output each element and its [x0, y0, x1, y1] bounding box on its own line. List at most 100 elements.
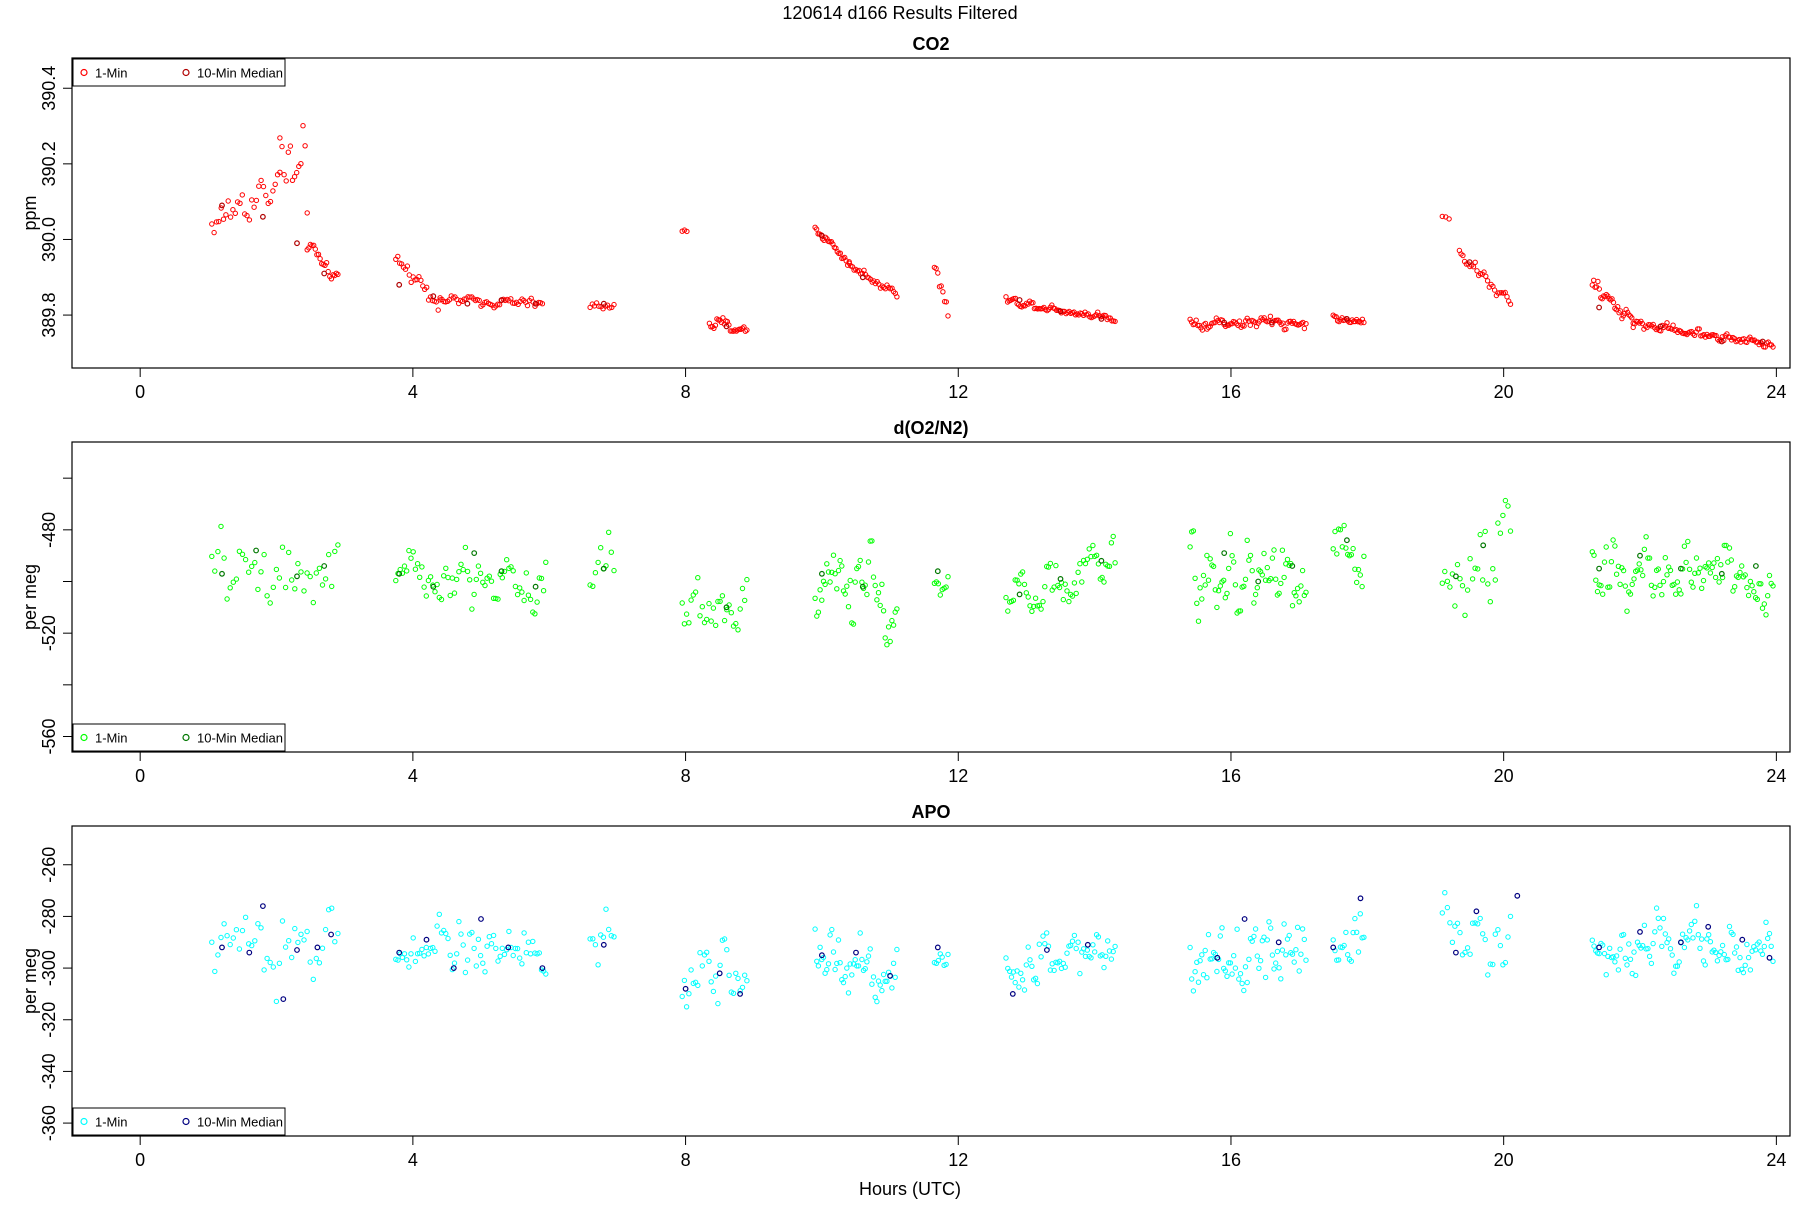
- one-min-point: [1709, 564, 1715, 571]
- one-min-point: [724, 607, 730, 613]
- one-min-point: [1670, 322, 1676, 328]
- one-min-point: [1610, 537, 1616, 543]
- one-min-point: [536, 575, 542, 581]
- one-min-point: [1262, 974, 1269, 981]
- one-min-point: [606, 529, 612, 535]
- median-point: [396, 949, 403, 956]
- one-min-point: [1084, 947, 1091, 953]
- one-min-point: [880, 608, 887, 614]
- one-min-point: [1707, 939, 1714, 945]
- one-min-point: [218, 934, 224, 941]
- one-min-point: [249, 942, 255, 949]
- one-min-point: [1251, 933, 1257, 940]
- one-min-point: [850, 621, 857, 627]
- one-min-point: [1267, 313, 1274, 319]
- one-min-point: [1019, 977, 1026, 983]
- one-min-point: [1062, 964, 1068, 970]
- one-min-point: [449, 575, 455, 581]
- one-min-point: [307, 959, 313, 965]
- one-min-point: [211, 229, 217, 236]
- one-min-point: [464, 568, 471, 575]
- one-min-point: [1652, 929, 1658, 935]
- y-tick-label: -320: [39, 1002, 59, 1038]
- legend: 1-Min 10-Min Median: [72, 1107, 286, 1136]
- one-min-point: [1274, 948, 1281, 955]
- one-min-point: [832, 966, 838, 973]
- x-tick-label: 8: [681, 766, 691, 786]
- one-min-point: [224, 596, 230, 602]
- one-min-point: [1296, 599, 1302, 605]
- one-min-point: [1073, 590, 1079, 597]
- one-min-point: [410, 935, 416, 941]
- median-point: [1084, 941, 1091, 948]
- one-min-point: [1106, 948, 1113, 954]
- one-min-point: [1053, 562, 1059, 569]
- median-point: [1480, 542, 1487, 549]
- one-min-point: [1195, 979, 1202, 985]
- one-min-point: [1093, 552, 1100, 558]
- one-min-point: [1666, 936, 1672, 942]
- one-min-point: [273, 566, 280, 573]
- median-point: [1098, 316, 1105, 322]
- one-min-point: [1726, 545, 1733, 551]
- one-min-point: [1732, 584, 1738, 590]
- one-min-point: [1626, 312, 1632, 318]
- one-min-point: [1109, 318, 1115, 324]
- one-min-point: [1617, 581, 1623, 587]
- one-min-point: [1199, 952, 1205, 958]
- one-min-point: [724, 947, 730, 953]
- one-min-point: [1069, 593, 1076, 599]
- one-min-point: [1631, 576, 1637, 582]
- one-min-point: [880, 971, 887, 978]
- one-min-point: [432, 589, 438, 595]
- one-min-point: [1725, 956, 1731, 963]
- one-min-point: [399, 570, 406, 576]
- median-point: [328, 931, 335, 938]
- one-min-point: [1068, 942, 1074, 949]
- one-min-point: [1071, 580, 1078, 586]
- one-min-point: [1653, 905, 1660, 911]
- data-points: [209, 497, 1776, 648]
- one-min-point: [1657, 582, 1663, 588]
- one-min-point: [1352, 566, 1358, 572]
- one-min-point: [1607, 945, 1613, 951]
- one-min-point: [719, 593, 726, 599]
- one-min-point: [1662, 931, 1669, 937]
- one-min-point: [1697, 565, 1703, 571]
- one-min-point: [1069, 938, 1076, 944]
- x-tick-label: 12: [948, 766, 968, 786]
- one-min-point: [510, 952, 516, 959]
- median-point: [464, 300, 471, 307]
- one-min-point: [1610, 954, 1616, 960]
- one-min-point: [252, 559, 258, 566]
- one-min-point: [1487, 599, 1494, 605]
- median-point: [853, 949, 859, 956]
- one-min-point: [317, 256, 323, 262]
- one-min-point: [221, 921, 227, 927]
- one-min-point: [1589, 937, 1596, 943]
- one-min-point: [839, 563, 845, 569]
- one-min-point: [1352, 915, 1358, 922]
- one-min-point: [1042, 584, 1048, 590]
- one-min-point: [304, 210, 310, 216]
- one-min-point: [817, 944, 823, 950]
- one-min-point: [1711, 560, 1717, 566]
- one-min-point: [543, 971, 549, 977]
- one-min-point: [1264, 937, 1271, 943]
- one-min-point: [1237, 608, 1244, 614]
- one-min-point: [1664, 320, 1670, 326]
- one-min-point: [1350, 929, 1356, 936]
- one-min-point: [837, 960, 843, 966]
- one-min-point: [1697, 945, 1703, 951]
- one-min-point: [230, 935, 237, 941]
- x-tick-label: 20: [1494, 382, 1514, 402]
- median-point: [1330, 944, 1337, 951]
- median-point: [1718, 338, 1725, 345]
- one-min-point: [1032, 975, 1039, 981]
- one-min-point: [1025, 944, 1031, 950]
- median-point: [1009, 991, 1016, 997]
- one-min-point: [1721, 951, 1728, 958]
- one-min-point: [252, 938, 258, 944]
- one-min-point: [1021, 987, 1028, 993]
- median-point: [723, 323, 730, 330]
